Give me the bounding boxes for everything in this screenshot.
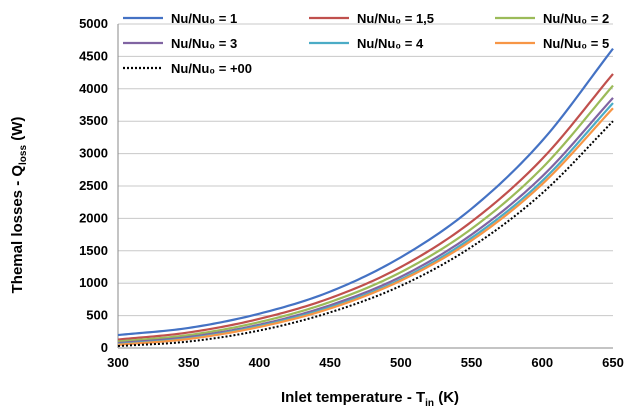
legend-label: Nu/Nu₀ = 1,5 bbox=[357, 11, 434, 26]
y-axis-title: Themal losses - Qloss (W) bbox=[9, 117, 29, 294]
y-tick-label: 0 bbox=[101, 340, 108, 355]
series-line-3 bbox=[117, 97, 614, 345]
y-tick-label: 5000 bbox=[79, 16, 108, 31]
series-lines bbox=[117, 47, 614, 348]
y-tick-label: 500 bbox=[86, 308, 108, 323]
legend: Nu/Nu₀ = 1 Nu/Nu₀ = 1,5 Nu/Nu₀ = 2 Nu/Nu₀ =… bbox=[123, 11, 609, 76]
y-tick-label: 2000 bbox=[79, 210, 108, 225]
series-line-1 bbox=[117, 73, 614, 341]
legend-label: Nu/Nu₀ = 5 bbox=[543, 36, 609, 51]
x-tick-labels: 300 350 400 450 500 550 600 650 bbox=[107, 355, 624, 370]
legend-label: Nu/Nu₀ = 2 bbox=[543, 11, 609, 26]
gridlines bbox=[118, 23, 613, 317]
y-tick-label: 2500 bbox=[79, 178, 108, 193]
y-tick-label: 3500 bbox=[79, 113, 108, 128]
x-tick-label: 350 bbox=[178, 355, 200, 370]
legend-label: Nu/Nu₀ = +00 bbox=[171, 61, 252, 76]
legend-label: Nu/Nu₀ = 3 bbox=[171, 36, 237, 51]
x-tick-label: 550 bbox=[461, 355, 483, 370]
x-tick-label: 450 bbox=[319, 355, 341, 370]
x-axis-title: Inlet temperature - Tin (K) bbox=[281, 389, 459, 409]
series-line-6 bbox=[117, 120, 614, 348]
y-tick-label: 3000 bbox=[79, 146, 108, 161]
x-tick-label: 300 bbox=[107, 355, 129, 370]
x-tick-label: 500 bbox=[390, 355, 412, 370]
x-tick-label: 600 bbox=[531, 355, 553, 370]
y-tick-label: 1000 bbox=[79, 275, 108, 290]
series-line-5 bbox=[117, 107, 614, 346]
series-line-0 bbox=[117, 47, 614, 337]
series-line-2 bbox=[117, 84, 614, 343]
legend-label: Nu/Nu₀ = 1 bbox=[171, 11, 237, 26]
y-tick-label: 4000 bbox=[79, 81, 108, 96]
y-tick-label: 4500 bbox=[79, 48, 108, 63]
x-tick-label: 400 bbox=[249, 355, 271, 370]
series-line-4 bbox=[117, 102, 614, 346]
y-tick-labels: 0 500 1000 1500 2000 2500 3000 3500 4000 4500 5000 bbox=[79, 16, 108, 355]
legend-label: Nu/Nu₀ = 4 bbox=[357, 36, 424, 51]
y-tick-label: 1500 bbox=[79, 243, 108, 258]
x-tick-label: 650 bbox=[602, 355, 624, 370]
axes bbox=[117, 24, 613, 349]
